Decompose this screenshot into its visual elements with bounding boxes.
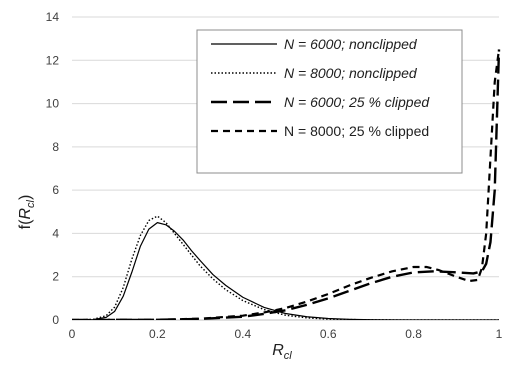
x-tick-label: 0.8 (405, 327, 422, 341)
series-line-4 (72, 49, 501, 320)
svg-text:Rcl: Rcl (272, 342, 292, 362)
legend-entry: N = 8000; 25 % clipped (211, 123, 429, 139)
series-line-1 (72, 222, 499, 320)
x-tick-label: 0.2 (149, 327, 166, 341)
legend: N = 6000; nonclipped N = 8000; nonclipped… (196, 29, 463, 174)
y-tick-label: 10 (46, 97, 60, 111)
x-tick-label: 0 (69, 327, 76, 341)
y-tick-label: 0 (52, 313, 59, 327)
series-line-2 (72, 215, 499, 320)
y-tick-label: 12 (46, 53, 60, 67)
svg-text:f(Rcl): f(Rcl) (17, 195, 37, 230)
y-tick-label: 4 (52, 226, 59, 240)
legend-label: N = 6000; nonclipped (284, 36, 418, 52)
y-axis-label: f(Rcl) (17, 195, 37, 230)
series-line-3 (72, 49, 501, 320)
legend-entry: N = 8000; nonclipped (211, 65, 418, 81)
x-tick-label: 0.6 (320, 327, 337, 341)
legend-label: N = 8000; nonclipped (284, 65, 418, 81)
legend-label: N = 8000; 25 % clipped (284, 123, 429, 139)
x-tick-label: 1 (496, 327, 503, 341)
x-tick-label: 0.4 (234, 327, 251, 341)
y-tick-label: 8 (52, 140, 59, 154)
y-tick-label: 2 (52, 270, 59, 284)
legend-entry: N = 6000; 25 % clipped (211, 94, 430, 110)
legend-label: N = 6000; 25 % clipped (284, 94, 430, 110)
y-tick-label: 14 (46, 10, 60, 24)
x-axis-label: Rcl (272, 342, 292, 362)
y-tick-label: 6 (52, 183, 59, 197)
series-layer (72, 49, 501, 320)
legend-entry: N = 6000; nonclipped (211, 36, 418, 52)
